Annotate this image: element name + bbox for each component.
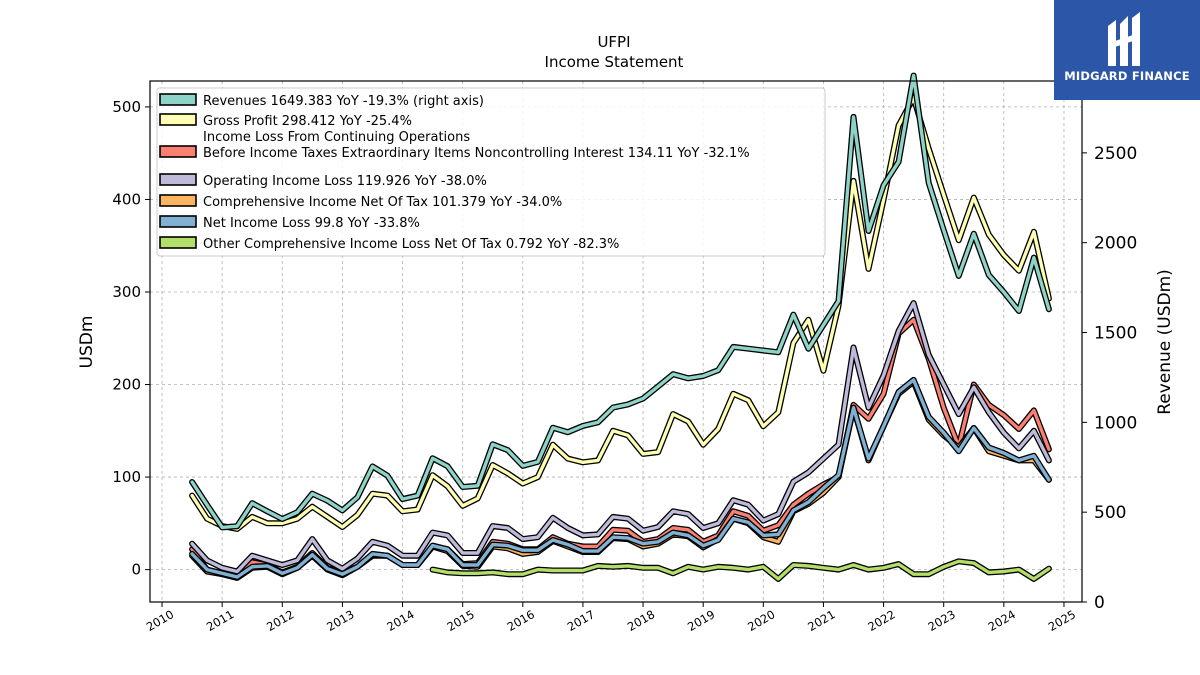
series-line [190, 73, 1051, 530]
y-right-tick-label: 1000 [1094, 413, 1137, 433]
legend-label-line: Comprehensive Income Net Of Tax 101.379 … [203, 195, 562, 210]
y-tick-label: 500 [112, 98, 141, 116]
legend-swatch [159, 93, 197, 106]
y-tick-label: 200 [112, 376, 141, 394]
y-tick-label: 400 [112, 190, 141, 208]
y-axis-label: USDm [77, 316, 97, 369]
y-right-tick-label: 1500 [1094, 324, 1137, 344]
legend-label: Operating Income Loss 119.926 YoY -38.0% [203, 174, 487, 189]
x-tick-label: 2011 [204, 607, 236, 634]
y-tick-label: 0 [131, 561, 141, 579]
x-tick-label: 2024 [986, 607, 1018, 634]
legend-label-line: Before Income Taxes Extraordinary Items … [203, 146, 750, 161]
x-tick-label: 2025 [1046, 607, 1078, 634]
x-tick-label: 2013 [324, 607, 356, 634]
x-tick-label: 2023 [926, 607, 958, 634]
x-tick-label: 2010 [144, 607, 176, 634]
legend-swatch [159, 173, 197, 186]
y-tick-label: 300 [112, 283, 141, 301]
chart-title: UFPI [597, 33, 630, 51]
x-tick-label: 2021 [805, 607, 837, 634]
plot-frame [149, 80, 1083, 603]
legend-label: Net Income Loss 99.8 YoY -33.8% [203, 216, 420, 231]
x-tick-label: 2020 [745, 607, 777, 634]
legend-swatch [159, 194, 197, 207]
legend-label-line: Gross Profit 298.412 YoY -25.4% [203, 114, 412, 129]
logo-text: MIDGARD FINANCE [1064, 69, 1190, 83]
legend: Revenues 1649.383 YoY -19.3% (right axis… [156, 87, 826, 257]
legend-swatch [159, 113, 197, 126]
x-tick-label: 2016 [505, 607, 537, 634]
legend-label: Other Comprehensive Income Loss Net Of T… [203, 237, 619, 252]
y-right-tick-label: 500 [1094, 503, 1126, 523]
x-tick-label: 2022 [865, 607, 897, 634]
x-tick-label: 2019 [685, 607, 717, 634]
legend-label: Comprehensive Income Net Of Tax 101.379 … [203, 195, 562, 210]
legend-label: Income Loss From Continuing Operations Be… [203, 130, 750, 161]
legend-swatch [159, 145, 197, 158]
legend-label: Revenues 1649.383 YoY -19.3% (right axis… [203, 94, 484, 109]
series-line [430, 559, 1051, 581]
legend-label-line: Income Loss From Continuing Operations [203, 130, 470, 145]
legend-swatch [159, 236, 197, 249]
midgard-finance-logo: MIDGARD FINANCE [1054, 0, 1200, 100]
legend-label-line: Operating Income Loss 119.926 YoY -38.0% [203, 174, 487, 189]
series-line [190, 301, 1051, 574]
x-tick-label: 2015 [444, 607, 476, 634]
series-line [190, 378, 1051, 579]
x-tick-label: 2014 [384, 607, 416, 634]
legend-label-line: Revenues 1649.383 YoY -19.3% (right axis… [203, 94, 484, 109]
legend-box [156, 87, 826, 257]
y-axis-right-label: Revenue (USDm) [1155, 269, 1175, 415]
legend-swatch [159, 215, 197, 228]
y-right-tick-label: 0 [1094, 593, 1105, 613]
legend-label-line: Net Income Loss 99.8 YoY -33.8% [203, 216, 420, 231]
y-right-tick-label: 2000 [1094, 234, 1137, 254]
y-right-tick-label: 2500 [1094, 144, 1137, 164]
x-tick-label: 2018 [625, 607, 657, 634]
plot-lines [189, 72, 1052, 582]
logo-mark-icon [1108, 12, 1140, 66]
legend-label: Gross Profit 298.412 YoY -25.4% [203, 114, 412, 129]
legend-label-line: Other Comprehensive Income Loss Net Of T… [203, 237, 619, 252]
chart-subtitle: Income Statement [545, 53, 684, 71]
x-tick-label: 2017 [565, 607, 597, 634]
x-tick-label: 2012 [264, 607, 296, 634]
y-tick-label: 100 [112, 468, 141, 486]
